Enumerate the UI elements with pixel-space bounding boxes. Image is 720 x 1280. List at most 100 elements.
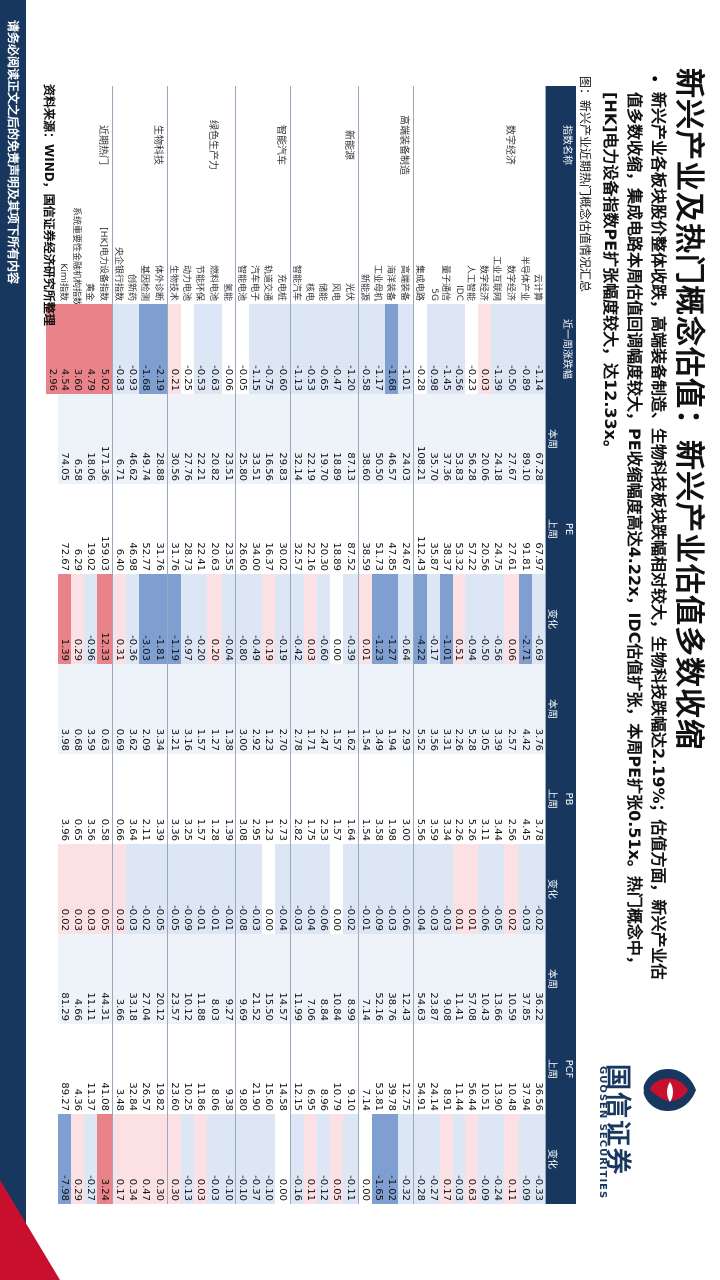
value-cell: 31.76 xyxy=(152,484,168,574)
value-cell: 52.16 xyxy=(372,934,386,1024)
bullet-marker: • xyxy=(645,74,664,84)
value-cell: 23.57 xyxy=(167,934,182,1024)
subheader-cell: 变化 xyxy=(545,844,561,934)
value-cell: -0.98 xyxy=(427,304,440,394)
value-cell: 0.29 xyxy=(71,574,85,664)
value-cell: 0.05 xyxy=(97,844,113,934)
value-cell: 54.91 xyxy=(415,1082,427,1111)
index-name-cell: 储能 xyxy=(317,282,328,301)
index-name-cell: 半导体产业 xyxy=(519,255,529,301)
index-name-cell: 系统重要性金融机构指数 xyxy=(71,207,82,304)
value-cell: 6.29 xyxy=(72,548,84,571)
value-cell: 3.34 xyxy=(440,818,452,841)
index-name-cell: 云计算 xyxy=(532,204,546,304)
table-row: 基因检测 -1.68 49.74 52.77 -3.03 2.09 2.11 -0.02 27.… xyxy=(139,86,153,1204)
value-cell: 38.37 xyxy=(440,542,452,571)
value-cell: 4.66 xyxy=(71,934,85,1024)
value-cell: 4.79 xyxy=(84,304,98,394)
value-cell: 3.98 xyxy=(58,664,72,754)
value-cell: 2.93 xyxy=(398,664,414,754)
value-cell: -0.28 xyxy=(413,1114,428,1204)
value-cell: -0.03 xyxy=(519,844,532,934)
value-cell: 6.95 xyxy=(305,1088,317,1111)
value-cell: 3.39 xyxy=(491,664,504,754)
value-cell: -0.05 xyxy=(237,365,249,391)
value-cell: 22.16 xyxy=(305,542,317,571)
summary-paragraph: 新兴产业各板块股价整体收跌，高端装备制造、生物科技板块跌幅相对较大，生物科技跌幅… xyxy=(601,92,668,980)
value-cell: 5.52 xyxy=(413,664,428,754)
value-cell: 10.51 xyxy=(479,1082,490,1111)
value-cell: 1.27 xyxy=(207,664,223,754)
value-cell: -0.01 xyxy=(194,844,208,934)
valuation-table: 指数名称 近一周涨跌幅 PE PB PCF 本周 上周 变化 本周 上周 变化 本周 上周 变化… xyxy=(46,86,576,1204)
sector-cell: 数字经济 xyxy=(504,125,515,165)
red-accent-shape xyxy=(0,1180,60,1280)
value-cell: 0.63 xyxy=(465,1114,478,1204)
value-cell: 8.91 xyxy=(440,1088,452,1111)
value-cell: 9.08 xyxy=(439,934,453,1024)
value-cell: -0.09 xyxy=(519,1114,532,1204)
value-cell: -0.75 xyxy=(262,304,276,394)
subheader-cell: 变化 xyxy=(545,1114,561,1204)
value-cell: 11.41 xyxy=(452,934,465,1024)
value-cell: 27.61 xyxy=(506,542,517,571)
value-cell: -0.13 xyxy=(181,1114,195,1204)
value-cell: -0.27 xyxy=(427,1114,440,1204)
subheader-empty xyxy=(545,204,561,304)
value-cell: -0.10 xyxy=(262,1114,276,1204)
value-cell: 6.58 xyxy=(71,394,85,484)
value-cell: -0.10 xyxy=(222,1114,236,1204)
table-row: 工业母机 -1.17 50.50 51.73 -1.23 3.49 3.58 -0.09 52.… xyxy=(372,86,386,1204)
header-index-name: 指数名称 xyxy=(561,86,576,204)
value-cell: 0.17 xyxy=(439,1114,453,1204)
value-cell: 16.37 xyxy=(263,542,275,571)
value-cell: -0.05 xyxy=(152,844,168,934)
index-name-cell: 数字经济 xyxy=(478,264,488,301)
value-cell: 1.38 xyxy=(222,664,236,754)
value-cell: 0.01 xyxy=(358,574,373,664)
value-cell: 108.21 xyxy=(413,394,428,484)
value-cell: -0.83 xyxy=(112,304,127,394)
value-cell: 35.87 xyxy=(428,542,440,571)
source-note: 资料来源：WIND，国信证券经济研究所整理 xyxy=(42,84,56,326)
sector-cell xyxy=(414,86,428,204)
table-row: 近期热门 [HK]电力设备指数 5.02 171.36 159.03 12.33 0.63 0… xyxy=(97,86,113,1204)
value-cell: 89.27 xyxy=(59,1082,71,1111)
value-cell: -0.03 xyxy=(439,844,453,934)
index-name-cell: 央企银行指数 xyxy=(113,246,124,301)
value-cell: 3.16 xyxy=(181,664,195,754)
index-name-cell: 5G xyxy=(428,288,439,301)
value-cell: 1.57 xyxy=(331,818,343,841)
index-name-cell: 轨道交通 xyxy=(262,264,273,301)
table-row: 新能源 光伏 -1.20 87.13 87.52 -0.39 1.62 1.64 -0.02 8.… xyxy=(343,86,359,1204)
index-name-cell: 黄金 xyxy=(84,282,95,301)
index-name-cell: 充电桩 xyxy=(275,204,291,304)
value-cell: -0.53 xyxy=(304,304,318,394)
value-cell: -0.03 xyxy=(249,844,263,934)
value-cell: 53.32 xyxy=(453,542,465,571)
value-cell: -1.17 xyxy=(372,304,386,394)
value-cell: 38.59 xyxy=(360,542,372,571)
sector-cell xyxy=(317,86,330,204)
value-cell: 10.79 xyxy=(331,1082,343,1111)
value-cell: 2.57 xyxy=(504,664,519,754)
value-cell: 0.03 xyxy=(84,844,98,934)
value-cell: 18.89 xyxy=(330,394,344,484)
value-cell: -0.20 xyxy=(194,574,208,664)
value-cell: 30.02 xyxy=(275,484,291,574)
value-cell: 0.03 xyxy=(112,844,127,934)
value-cell: -0.25 xyxy=(182,365,194,391)
value-cell: 1.94 xyxy=(385,664,399,754)
value-cell: 1.39 xyxy=(222,754,236,844)
index-name-cell: IDC xyxy=(453,285,464,301)
value-cell: 57.22 xyxy=(466,542,477,571)
value-cell: 112.43 xyxy=(415,536,427,571)
value-cell: 0.30 xyxy=(167,1114,182,1204)
value-cell: -0.53 xyxy=(194,304,208,394)
sector-cell xyxy=(385,86,398,204)
value-cell: 81.29 xyxy=(58,934,72,1024)
value-cell: -0.63 xyxy=(207,304,223,394)
value-cell: 4.36 xyxy=(72,1088,84,1111)
value-cell: 2.73 xyxy=(275,754,291,844)
